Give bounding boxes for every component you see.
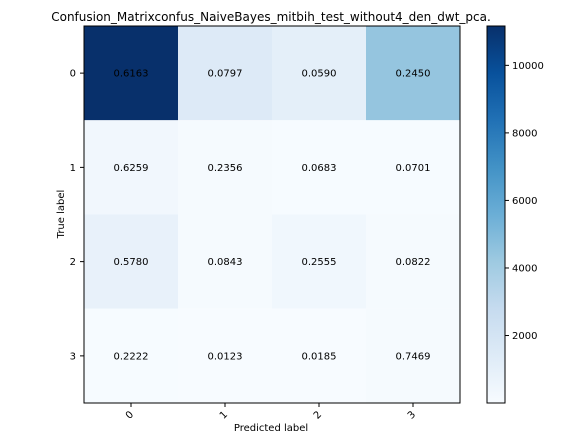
cell-value-label: 0.0683	[302, 163, 337, 174]
cell-value-label: 0.2356	[208, 163, 243, 174]
heatmap-cell	[272, 308, 366, 403]
x-tick-label: 2	[312, 409, 324, 421]
x-tick-label: 1	[218, 409, 230, 421]
cell-value-label: 0.6259	[114, 163, 149, 174]
colorbar	[486, 25, 506, 404]
x-axis-ticks: 0 1 2 3	[124, 403, 418, 422]
colorbar-tick-label: 4000	[512, 263, 537, 274]
heatmap-cell	[366, 120, 460, 215]
heatmap-cell	[272, 26, 366, 121]
colorbar-tick-label: 8000	[512, 128, 537, 139]
y-tick-label: 1	[70, 163, 76, 174]
heatmap-cell	[178, 214, 272, 309]
heatmap-cell	[366, 308, 460, 403]
heatmap-cell	[84, 26, 178, 121]
heatmap-cell	[272, 214, 366, 309]
colorbar-tick-label: 2000	[512, 331, 537, 342]
heatmap-cell	[84, 308, 178, 403]
heatmap-cell	[272, 120, 366, 215]
x-tick-label: 3	[406, 409, 418, 421]
cell-value-label: 0.2450	[396, 69, 431, 80]
colorbar-tick-label: 6000	[512, 196, 537, 207]
cell-value-label: 0.5780	[114, 257, 149, 268]
chart-title: Confusion_Matrixconfus_NaiveBayes_mitbih…	[51, 10, 491, 24]
heatmap-cell	[178, 308, 272, 403]
cell-value-label: 0.0123	[208, 351, 243, 362]
y-tick-label: 3	[70, 351, 76, 362]
heatmap-cell	[178, 26, 272, 121]
cell-value-label: 0.0822	[396, 257, 431, 268]
cell-value-label: 0.0797	[208, 69, 243, 80]
heatmap-cell	[178, 120, 272, 215]
cell-value-label: 0.0590	[302, 69, 337, 80]
y-tick-label: 0	[70, 69, 76, 80]
heatmap-cell	[84, 214, 178, 309]
heatmap-cell	[366, 214, 460, 309]
y-axis-ticks: 0 1 2 3	[70, 69, 84, 362]
cell-value-label: 0.0185	[302, 351, 337, 362]
cell-value-label: 0.6163	[114, 69, 149, 80]
heatmap-cell-labels: 0.6163 0.0797 0.0590 0.2450 0.6259 0.2356 0.06…	[114, 69, 431, 363]
colorbar-ticks: 2000 4000 6000 8000 10000	[505, 61, 544, 342]
heatmap-cell	[84, 120, 178, 215]
heatmap-cells	[84, 26, 460, 403]
heatmap-cell	[366, 26, 460, 121]
cell-value-label: 0.2222	[114, 351, 149, 362]
colorbar-tick-label: 10000	[512, 61, 544, 72]
cell-value-label: 0.0843	[208, 257, 243, 268]
x-axis-label: Predicted label	[234, 423, 308, 432]
y-tick-label: 2	[70, 257, 76, 268]
plot-frame	[83, 25, 461, 404]
cell-value-label: 0.7469	[396, 351, 431, 362]
y-axis-label: True label	[56, 190, 67, 240]
x-tick-label: 0	[124, 409, 136, 421]
cell-value-label: 0.2555	[302, 257, 337, 268]
cell-value-label: 0.0701	[396, 163, 431, 174]
